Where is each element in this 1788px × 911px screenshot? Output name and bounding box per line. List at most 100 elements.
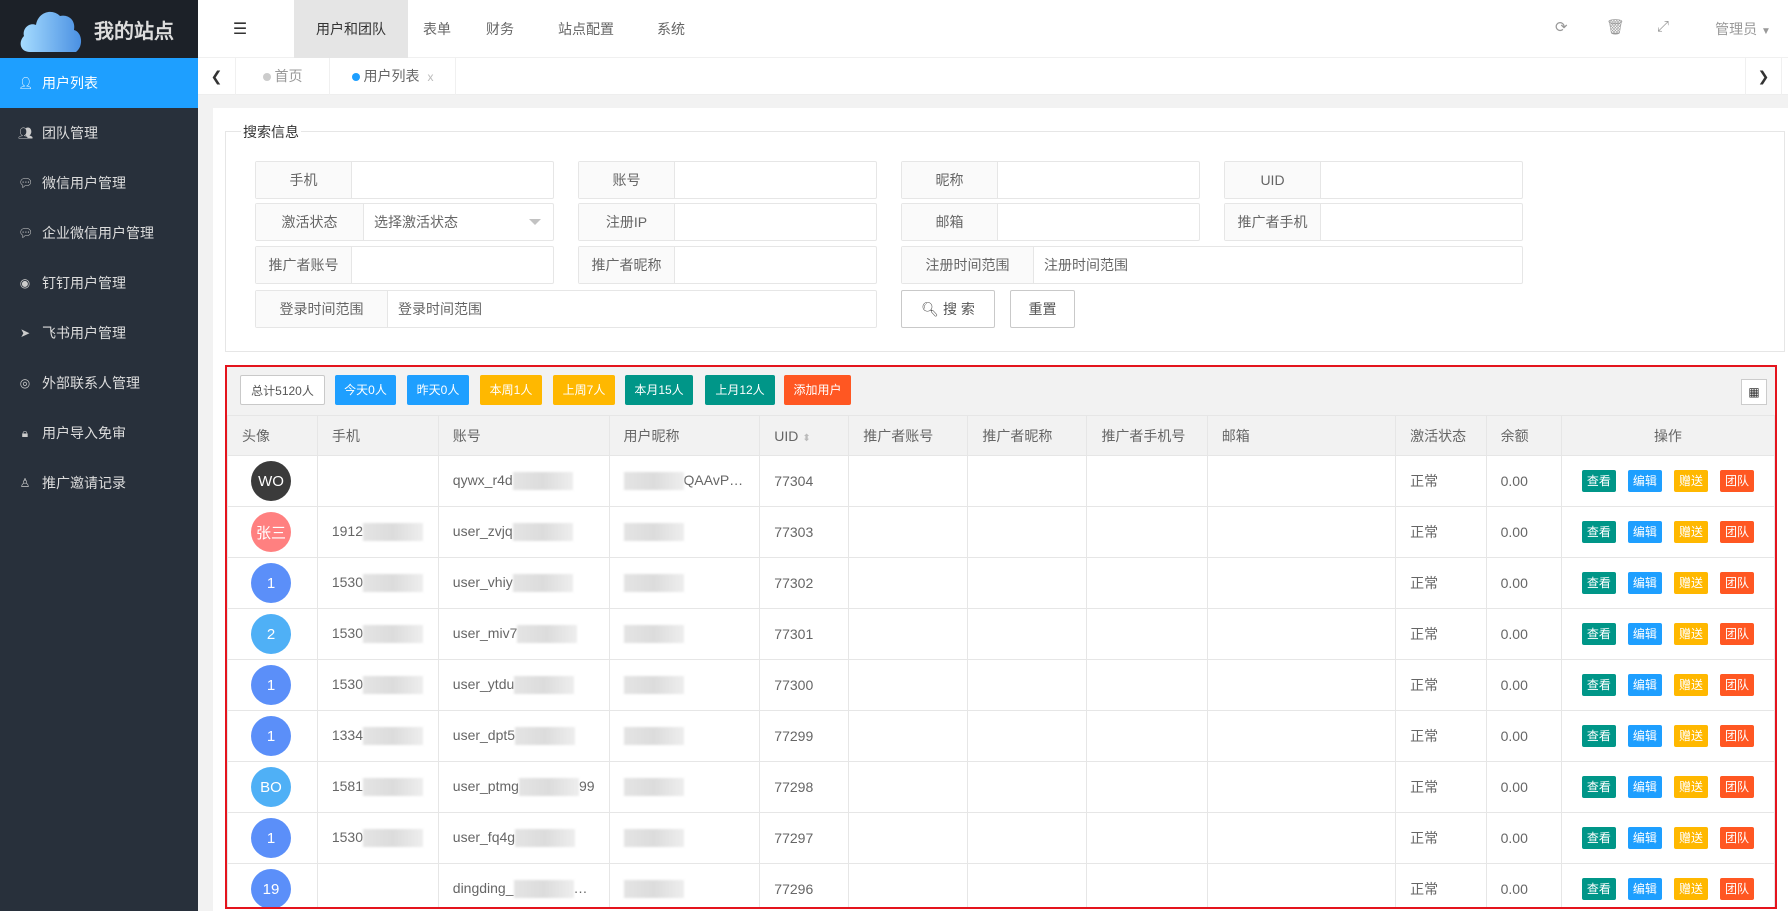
tab-user-list[interactable]: 用户列表 x: [330, 58, 456, 95]
sidebar-item-0[interactable]: 👤︎ 用户列表: [0, 58, 198, 108]
edit-button[interactable]: 编辑: [1627, 878, 1662, 900]
refresh-icon[interactable]: ⟳: [1555, 19, 1568, 36]
view-button[interactable]: 查看: [1581, 878, 1616, 900]
team-button[interactable]: 团队: [1719, 725, 1754, 747]
team-button[interactable]: 团队: [1719, 521, 1754, 543]
gift-button[interactable]: 赠送: [1673, 776, 1708, 798]
status-select[interactable]: 选择激活状态: [364, 204, 553, 240]
user-menu[interactable]: 管理员 ▼: [1708, 0, 1778, 58]
add-user-button[interactable]: 添加用户: [784, 375, 851, 405]
promoter-account-cell: [848, 710, 969, 762]
fullscreen-icon[interactable]: ⤢: [1657, 18, 1670, 35]
promoter-account-input[interactable]: [352, 247, 553, 283]
paper-plane-icon: ➤: [19, 326, 31, 340]
sidebar-item-label: 飞书用户管理: [42, 325, 126, 341]
sidebar-item-2[interactable]: 💬︎ 微信用户管理: [0, 158, 198, 208]
promoter-phone-input[interactable]: [1321, 204, 1522, 240]
view-button[interactable]: 查看: [1581, 623, 1616, 645]
logo[interactable]: 我的站点: [0, 0, 198, 58]
yesterday-count-button[interactable]: 昨天0人: [407, 375, 469, 405]
nav-item-3[interactable]: 站点配置: [558, 21, 614, 37]
team-button[interactable]: 团队: [1719, 776, 1754, 798]
close-icon[interactable]: x: [427, 70, 434, 84]
reset-button[interactable]: 重置: [1010, 290, 1075, 328]
team-button[interactable]: 团队: [1719, 623, 1754, 645]
promoter-phone-cell: [1086, 557, 1208, 609]
sidebar-item-8[interactable]: ♙ 推广邀请记录: [0, 458, 198, 508]
gift-button[interactable]: 赠送: [1673, 623, 1708, 645]
view-button[interactable]: 查看: [1581, 470, 1616, 492]
sidebar-toggle-button[interactable]: ☰: [198, 0, 282, 58]
reg-range-input[interactable]: [1034, 247, 1522, 283]
table-row: 1 1530 user_vhiy 77302 正常 0.00 查看 编辑 赠送 团队: [227, 557, 1775, 609]
field-label: 推广者账号: [256, 247, 352, 283]
account: user_ytdu: [452, 675, 515, 692]
sidebar-item-3[interactable]: 💬︎ 企业微信用户管理: [0, 208, 198, 258]
sidebar-item-7[interactable]: 🔒︎ 用户导入免审: [0, 408, 198, 458]
login-range-input[interactable]: [388, 291, 876, 327]
promoter-nick-input[interactable]: [675, 247, 876, 283]
edit-button[interactable]: 编辑: [1627, 725, 1662, 747]
nav-item-0[interactable]: 用户和团队: [294, 0, 408, 58]
gift-button[interactable]: 赠送: [1673, 725, 1708, 747]
edit-button[interactable]: 编辑: [1627, 572, 1662, 594]
email-input[interactable]: [998, 204, 1199, 240]
team-button[interactable]: 团队: [1719, 572, 1754, 594]
view-button[interactable]: 查看: [1581, 776, 1616, 798]
nav-item-1[interactable]: 表单: [423, 21, 451, 37]
redacted-blur: [623, 727, 684, 746]
team-button[interactable]: 团队: [1719, 827, 1754, 849]
sidebar-item-5[interactable]: ➤ 飞书用户管理: [0, 308, 198, 358]
view-button[interactable]: 查看: [1581, 572, 1616, 594]
lock-user-icon: 🔒︎: [21, 425, 29, 440]
sidebar-item-4[interactable]: ◉ 钉钉用户管理: [0, 258, 198, 308]
view-button[interactable]: 查看: [1581, 521, 1616, 543]
team-button[interactable]: 团队: [1719, 470, 1754, 492]
account: qywx_r4d: [452, 471, 513, 488]
view-button[interactable]: 查看: [1581, 674, 1616, 696]
column-filter-button[interactable]: ▦: [1741, 379, 1767, 405]
search-button[interactable]: 🔍︎ 搜 索: [901, 290, 995, 328]
nav-item-4[interactable]: 系统: [657, 21, 685, 37]
edit-button[interactable]: 编辑: [1627, 470, 1662, 492]
gift-button[interactable]: 赠送: [1673, 470, 1708, 492]
uid-input[interactable]: [1321, 162, 1522, 198]
last-month-count-button[interactable]: 上月12人: [705, 375, 775, 405]
sort-icon[interactable]: ⬍: [802, 432, 811, 444]
phone-cell: 1530: [316, 557, 439, 609]
phone-input[interactable]: [352, 162, 553, 198]
sidebar-item-6[interactable]: ◎ 外部联系人管理: [0, 358, 198, 408]
edit-button[interactable]: 编辑: [1627, 776, 1662, 798]
view-button[interactable]: 查看: [1581, 827, 1616, 849]
sidebar-item-1[interactable]: 👥︎ 团队管理: [0, 108, 198, 158]
nav-item-2[interactable]: 财务: [486, 21, 514, 37]
gift-button[interactable]: 赠送: [1673, 572, 1708, 594]
tab-home[interactable]: 首页: [236, 58, 330, 95]
team-button[interactable]: 团队: [1719, 878, 1754, 900]
email-cell: [1206, 761, 1397, 813]
status-cell: 正常: [1395, 608, 1487, 660]
tab-scroll-left[interactable]: ❮: [198, 58, 236, 95]
edit-button[interactable]: 编辑: [1627, 827, 1662, 849]
account-input[interactable]: [675, 162, 876, 198]
gift-button[interactable]: 赠送: [1673, 674, 1708, 696]
trash-icon[interactable]: 🗑: [1606, 19, 1626, 36]
today-count-button[interactable]: 今天0人: [335, 375, 396, 405]
edit-button[interactable]: 编辑: [1627, 674, 1662, 696]
edit-button[interactable]: 编辑: [1627, 623, 1662, 645]
gift-button[interactable]: 赠送: [1673, 878, 1708, 900]
view-button[interactable]: 查看: [1581, 725, 1616, 747]
edit-button[interactable]: 编辑: [1627, 521, 1662, 543]
gift-button[interactable]: 赠送: [1673, 827, 1708, 849]
last-week-count-button[interactable]: 上周7人: [553, 375, 615, 405]
field-label: 推广者手机: [1225, 204, 1321, 240]
column-header[interactable]: UID ⬍: [759, 415, 850, 456]
nickname-input[interactable]: [998, 162, 1199, 198]
reg-ip-input[interactable]: [675, 204, 876, 240]
gift-button[interactable]: 赠送: [1673, 521, 1708, 543]
this-month-count-button[interactable]: 本月15人: [625, 375, 693, 405]
promoter-phone-cell: [1086, 608, 1208, 660]
team-button[interactable]: 团队: [1719, 674, 1754, 696]
this-week-count-button[interactable]: 本周1人: [480, 375, 542, 405]
tab-scroll-right[interactable]: ❯: [1745, 58, 1782, 95]
